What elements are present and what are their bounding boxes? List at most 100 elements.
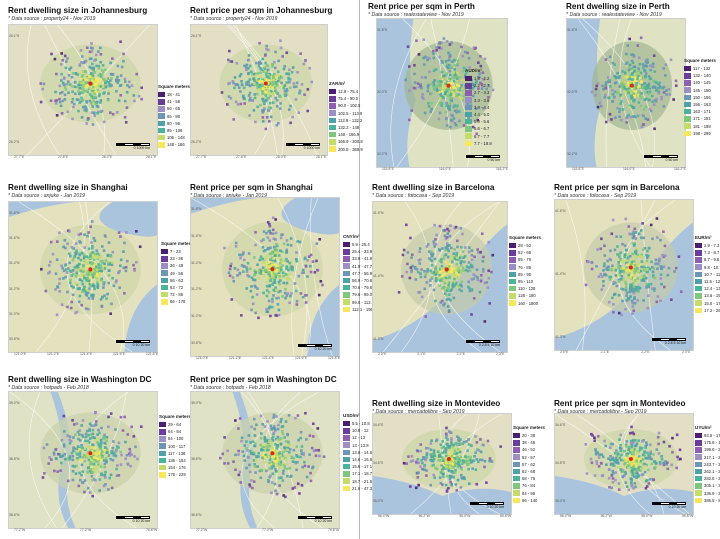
y-tick-label: 38.6°N	[9, 513, 20, 517]
data-cell	[103, 448, 106, 452]
data-cell	[423, 287, 427, 291]
data-cell	[455, 251, 459, 255]
data-cell	[631, 232, 635, 236]
data-cell	[110, 451, 114, 455]
data-cell	[642, 276, 645, 280]
data-cell	[452, 457, 455, 461]
map-frame[interactable]	[372, 413, 512, 515]
data-cell	[264, 69, 267, 73]
data-cell	[234, 453, 237, 457]
data-cell	[479, 55, 482, 58]
data-cell	[281, 55, 285, 58]
map-frame[interactable]	[190, 391, 340, 529]
legend-label: 84 - 96	[522, 490, 536, 496]
data-cell	[288, 301, 291, 305]
data-cell	[295, 259, 299, 263]
x-tick-label: 116.0°E	[623, 167, 635, 171]
data-cell	[449, 113, 453, 117]
data-cell	[82, 454, 86, 457]
data-cell	[275, 123, 279, 127]
map-frame[interactable]	[566, 18, 686, 168]
legend-label: 5.9 - 25.4	[352, 242, 370, 248]
data-cell	[264, 91, 268, 94]
data-cell	[271, 427, 275, 430]
data-cell	[429, 442, 433, 445]
data-cell	[87, 287, 91, 291]
data-cell	[83, 479, 87, 482]
data-cell	[250, 285, 253, 288]
data-cell	[471, 467, 474, 470]
map-frame[interactable]	[554, 199, 694, 351]
data-cell	[643, 81, 646, 85]
data-cell	[66, 267, 70, 270]
data-cell	[71, 72, 75, 75]
data-cell	[452, 296, 456, 300]
legend-label: 86 - 178	[170, 299, 186, 305]
data-cell	[96, 88, 99, 92]
data-cell	[93, 71, 96, 74]
data-cell	[408, 485, 412, 488]
data-cell	[609, 454, 612, 458]
map-panel-mvd-size: Rent dwelling size in Montevideo * Data s…	[372, 399, 548, 529]
map-frame[interactable]	[190, 24, 328, 156]
data-cell	[247, 434, 251, 437]
data-cell	[458, 256, 462, 259]
data-cell	[606, 80, 610, 83]
data-cell	[78, 274, 81, 277]
data-cell	[433, 454, 437, 458]
data-cell	[233, 76, 237, 79]
data-cell	[621, 86, 625, 90]
data-cell	[85, 122, 89, 125]
data-cell	[92, 272, 96, 275]
data-cell	[444, 289, 447, 292]
data-cell	[266, 267, 269, 271]
data-cell	[634, 485, 637, 489]
data-cell	[61, 454, 65, 458]
data-cell	[270, 491, 273, 495]
map-legend: AUD/m² 1.6 - 2.2 2.2 - 2.7 2.7 - 3.3 3.3 - 3…	[465, 68, 492, 147]
data-cell	[653, 289, 656, 292]
data-cell	[447, 92, 451, 96]
map-frame[interactable]	[8, 391, 158, 529]
data-cell	[83, 84, 87, 87]
data-cell	[663, 285, 666, 289]
data-cell	[422, 457, 425, 461]
data-cell	[306, 275, 309, 278]
map-frame[interactable]	[554, 413, 694, 515]
data-cell	[634, 79, 638, 83]
map-frame[interactable]	[8, 201, 158, 353]
data-cell	[626, 296, 630, 300]
data-cell	[469, 263, 473, 267]
legend-swatch	[159, 429, 166, 435]
data-cell	[116, 81, 120, 85]
data-cell	[97, 50, 100, 53]
data-cell	[624, 261, 628, 265]
data-cell	[646, 254, 650, 258]
data-cell	[81, 290, 84, 293]
data-cell	[267, 268, 271, 272]
data-cell	[428, 257, 431, 260]
legend-swatch	[343, 442, 350, 448]
data-cell	[96, 110, 100, 114]
map-frame[interactable]	[190, 197, 340, 357]
data-cell	[423, 275, 427, 279]
data-cell	[252, 459, 256, 462]
data-cell	[630, 283, 634, 286]
data-cell	[77, 252, 81, 255]
data-cell	[303, 59, 307, 63]
map-frame[interactable]	[372, 201, 508, 353]
data-cell	[275, 492, 279, 496]
legend-swatch	[343, 270, 350, 277]
data-cell	[253, 278, 257, 282]
map-frame[interactable]	[376, 18, 508, 168]
data-cell	[445, 85, 448, 89]
data-cell	[268, 274, 272, 277]
data-cell	[613, 96, 616, 99]
legend-swatch	[509, 271, 516, 278]
data-cell	[274, 90, 278, 94]
data-cell	[70, 246, 74, 249]
data-cell	[647, 85, 650, 88]
data-cell	[61, 81, 65, 85]
panel-title: Rent price per sqm in Johannesburg	[190, 6, 333, 15]
map-frame[interactable]	[8, 24, 158, 156]
